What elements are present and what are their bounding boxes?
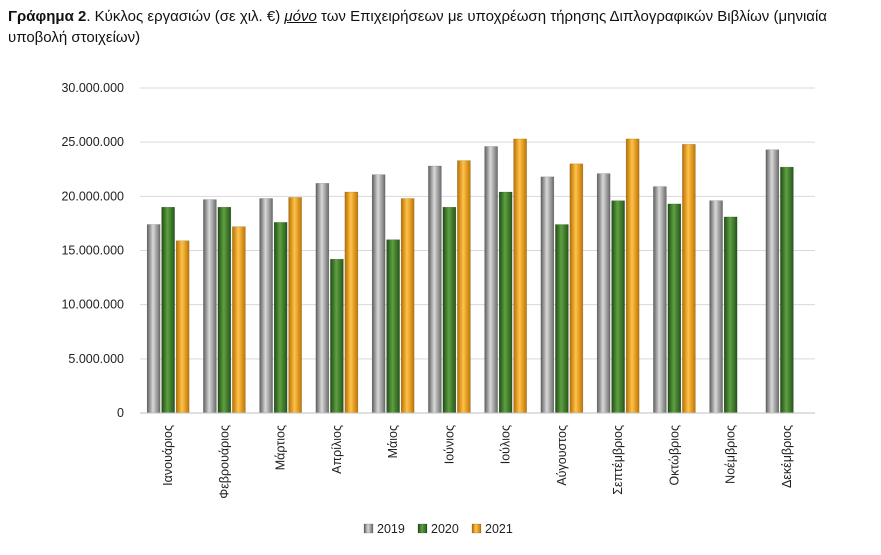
bar-2019-6 bbox=[484, 146, 498, 414]
x-tick-label: Ιούλιος bbox=[499, 425, 513, 464]
bar-2021-9 bbox=[682, 144, 696, 414]
bar-2019-0 bbox=[146, 224, 161, 414]
bar-2020-10 bbox=[723, 216, 738, 414]
legend-swatch-2019 bbox=[363, 523, 374, 534]
x-tick-label: Ιανουάριος bbox=[161, 425, 175, 486]
bar-2021-4 bbox=[400, 198, 415, 414]
bar-2019-8 bbox=[596, 173, 611, 414]
bar-2019-2 bbox=[259, 198, 273, 414]
legend-label: 2019 bbox=[377, 522, 405, 536]
bar-2020-5 bbox=[442, 206, 457, 414]
x-tick-label: Φεβρουάριος bbox=[217, 425, 231, 499]
bar-2020-2 bbox=[273, 222, 288, 414]
bar-2019-4 bbox=[371, 174, 386, 414]
x-axis: Ιανουάριος Φεβρουάριος Μάρτιος Απρίλιος Μάιο… bbox=[140, 412, 815, 499]
bar-2021-7 bbox=[569, 163, 584, 414]
legend: 2019 2020 2021 bbox=[363, 522, 513, 536]
caption-label: Γράφημα 2 bbox=[8, 8, 87, 25]
bar-2020-6 bbox=[498, 191, 513, 414]
y-tick-label: 5.000.000 bbox=[68, 352, 124, 366]
legend-label: 2020 bbox=[431, 522, 459, 536]
caption-text-2: των Επιχειρήσεων με υποχρέωση τήρησης Δι… bbox=[8, 8, 827, 46]
bar-2019-3 bbox=[315, 183, 330, 414]
x-tick-label: Απρίλιος bbox=[330, 425, 344, 474]
x-tick-label: Σεπτέμβριος bbox=[611, 425, 625, 495]
bar-2021-1 bbox=[232, 226, 246, 414]
bar-2019-1 bbox=[203, 199, 217, 414]
bar-2021-0 bbox=[175, 240, 190, 414]
y-tick-label: 10.000.000 bbox=[61, 298, 124, 312]
y-tick-label: 0 bbox=[117, 406, 124, 420]
caption-text-1: . Κύκλος εργασιών (σε χιλ. €) bbox=[86, 8, 285, 25]
y-axis: 0 5.000.000 10.000.000 15.000.000 20.000.000… bbox=[61, 81, 124, 420]
chart-caption: Γράφημα 2. Κύκλος εργασιών (σε χιλ. €) μ… bbox=[8, 6, 874, 48]
bar-2020-9 bbox=[667, 203, 682, 414]
y-tick-label: 30.000.000 bbox=[61, 81, 124, 95]
x-tick-label: Νοέμβριος bbox=[724, 425, 738, 484]
bar-2019-5 bbox=[428, 165, 442, 414]
bar-2020-7 bbox=[555, 224, 569, 414]
bar-2021-5 bbox=[457, 160, 471, 414]
y-tick-label: 15.000.000 bbox=[61, 244, 124, 258]
bar-2020-0 bbox=[161, 206, 175, 414]
bar-2021-6 bbox=[513, 138, 527, 414]
y-tick-label: 25.000.000 bbox=[61, 135, 124, 149]
x-tick-label: Μάιος bbox=[386, 425, 400, 458]
caption-emphasis: μόνο bbox=[284, 8, 317, 25]
x-tick-label: Μάρτιος bbox=[274, 425, 288, 470]
bar-2020-3 bbox=[330, 258, 344, 414]
x-tick-label: Αύγουστος bbox=[555, 425, 569, 486]
bar-2021-8 bbox=[625, 138, 640, 414]
bar-2020-4 bbox=[386, 239, 400, 414]
x-tick-label: Ιούνιος bbox=[442, 425, 456, 464]
x-tick-label: Οκτώβριος bbox=[667, 425, 681, 486]
bar-2021-2 bbox=[288, 197, 302, 414]
bar-2019-10 bbox=[709, 200, 723, 414]
y-tick-label: 20.000.000 bbox=[61, 189, 124, 203]
bar-2021-3 bbox=[344, 191, 359, 414]
bar-2019-11 bbox=[765, 149, 780, 414]
x-tick-label: Δεκέμβριος bbox=[780, 425, 794, 488]
bar-2020-1 bbox=[217, 206, 232, 414]
legend-label: 2021 bbox=[485, 522, 513, 536]
bar-2020-8 bbox=[611, 200, 625, 414]
legend-swatch-2021 bbox=[471, 523, 482, 534]
bars bbox=[146, 138, 794, 414]
bar-2019-9 bbox=[653, 186, 667, 414]
bar-2020-11 bbox=[780, 166, 794, 414]
bar-2019-7 bbox=[540, 176, 555, 414]
legend-swatch-2020 bbox=[417, 523, 428, 534]
